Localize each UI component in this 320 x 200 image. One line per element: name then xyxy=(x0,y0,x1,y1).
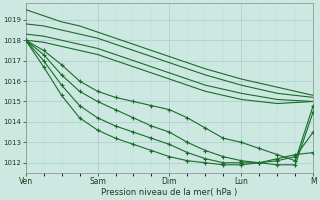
X-axis label: Pression niveau de la mer( hPa ): Pression niveau de la mer( hPa ) xyxy=(101,188,237,197)
